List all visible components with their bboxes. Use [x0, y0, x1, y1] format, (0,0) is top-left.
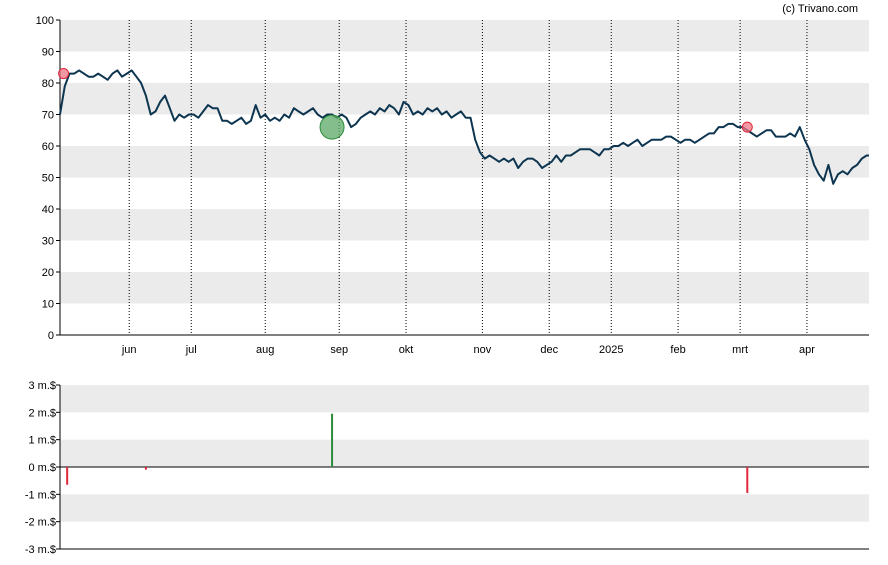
y-tick-label: 10	[42, 299, 54, 311]
y-tick-label: 60	[42, 141, 54, 153]
y-tick-label: 50	[42, 173, 54, 185]
x-tick-label: jul	[185, 344, 197, 356]
x-tick-label: jun	[121, 344, 137, 356]
x-tick-label: 2025	[599, 344, 623, 356]
grid-band	[60, 146, 869, 178]
x-tick-label: nov	[474, 344, 492, 356]
y-tick-label: -3 m.$	[25, 544, 56, 556]
y-tick-label: 2 m.$	[28, 407, 56, 419]
x-tick-label: aug	[256, 344, 274, 356]
price-line	[59, 69, 869, 185]
grid-band	[60, 439, 869, 467]
x-tick-label: okt	[399, 344, 414, 356]
y-tick-label: 3 m.$	[28, 380, 56, 392]
grid-band	[60, 494, 869, 522]
grid-band	[60, 385, 869, 413]
grid-band	[60, 20, 869, 52]
x-tick-label: dec	[540, 344, 558, 356]
volume-panel: -3 m.$ -2 m.$ -1 m.$ 0 m.$ 1 m.$ 2 m.$ 3 m.$	[25, 380, 869, 556]
y-tick-label: 70	[42, 110, 54, 122]
y-tick-label: 0 m.$	[28, 462, 56, 474]
grid-band	[60, 209, 869, 241]
price-panel: jun jul aug sep okt nov dec 2025 feb mrt apr 0 10 20 3…	[36, 15, 869, 356]
credit-text: (c) Trivano.com	[782, 3, 858, 15]
y-tick-label: 100	[36, 15, 54, 27]
y-tick-label: 80	[42, 78, 54, 90]
y-tick-label: 30	[42, 236, 54, 248]
grid-band	[60, 272, 869, 304]
buy-marker	[319, 114, 345, 140]
y-tick-label: 40	[42, 204, 54, 216]
sell-marker	[741, 121, 753, 133]
grid-band	[60, 83, 869, 115]
y-tick-label: 1 m.$	[28, 435, 56, 447]
x-tick-label: apr	[799, 344, 815, 356]
y-tick-label: 0	[48, 330, 54, 342]
x-tick-label: feb	[670, 344, 685, 356]
sell-marker	[58, 68, 70, 80]
x-tick-label: sep	[330, 344, 348, 356]
x-tick-label: mrt	[732, 344, 748, 356]
y-tick-label: -1 m.$	[25, 489, 56, 501]
y-tick-label: 20	[42, 267, 54, 279]
y-tick-label: -2 m.$	[25, 517, 56, 529]
y-tick-label: 90	[42, 47, 54, 59]
